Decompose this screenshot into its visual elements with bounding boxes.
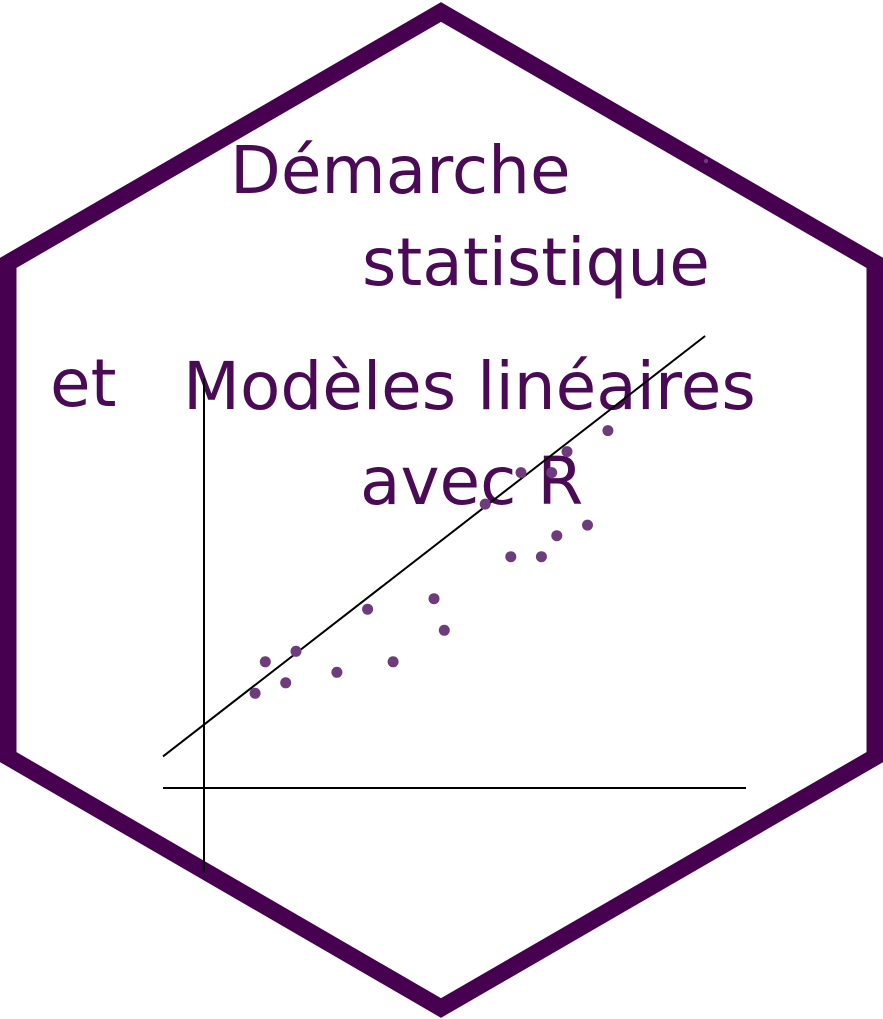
data-point [479, 498, 491, 510]
data-point [249, 687, 261, 699]
data-point [505, 551, 517, 563]
title-line-2: statistique [362, 224, 710, 301]
data-point [582, 519, 593, 531]
title-line-1: Démarche [230, 132, 571, 209]
data-point [290, 645, 302, 657]
data-point [331, 666, 343, 678]
data-point [259, 656, 271, 668]
data-point [438, 624, 450, 636]
data-points [249, 425, 614, 699]
title-line-5: avec R [360, 443, 583, 520]
scatter-plot [162, 335, 746, 872]
data-point [387, 656, 399, 668]
data-point [515, 467, 527, 479]
data-point [561, 446, 573, 458]
data-point [428, 593, 440, 605]
title-line-4: Modèles linéaires [183, 348, 756, 425]
speck-dot [703, 158, 709, 164]
title-line-3: et [50, 345, 116, 422]
data-point [535, 551, 547, 563]
data-point [362, 603, 374, 615]
data-point [280, 677, 292, 689]
data-point [551, 530, 563, 542]
data-point [546, 467, 558, 479]
regression-line [162, 335, 706, 758]
data-point [602, 425, 614, 437]
